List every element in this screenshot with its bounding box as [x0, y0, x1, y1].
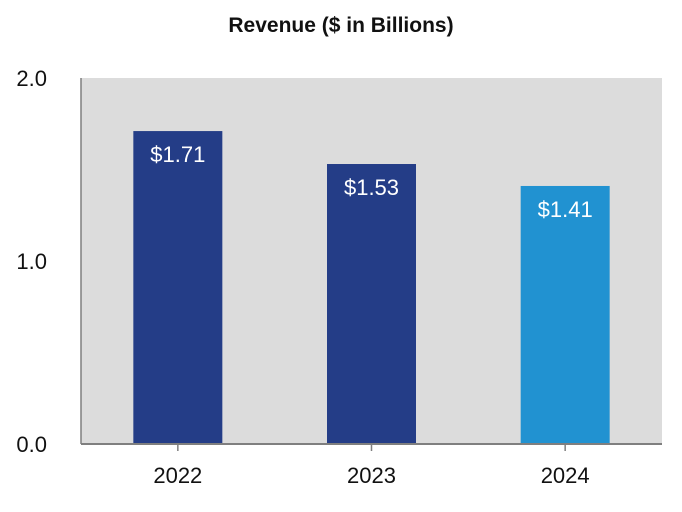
- y-tick-label-1.0: 1.0: [16, 249, 47, 274]
- x-axis-ticks: 2022 2023 2024: [153, 444, 590, 488]
- data-label-2024: $1.41: [538, 197, 593, 222]
- bar-2024: [520, 185, 610, 444]
- x-tick-label-2024: 2024: [541, 463, 590, 488]
- data-label-2022: $1.71: [150, 142, 205, 167]
- data-label-2023: $1.53: [344, 175, 399, 200]
- y-axis-ticks: 0.0 1.0 2.0: [16, 66, 47, 457]
- bar-2022: [133, 131, 223, 444]
- x-tick-label-2023: 2023: [347, 463, 396, 488]
- x-tick-label-2022: 2022: [153, 463, 202, 488]
- bar-2023: [327, 164, 416, 444]
- y-tick-label-0.0: 0.0: [16, 432, 47, 457]
- chart-title: Revenue ($ in Billions): [228, 14, 454, 37]
- y-tick-label-2.0: 2.0: [16, 66, 47, 91]
- bars: $1.71 $1.53 $1.41: [133, 131, 610, 444]
